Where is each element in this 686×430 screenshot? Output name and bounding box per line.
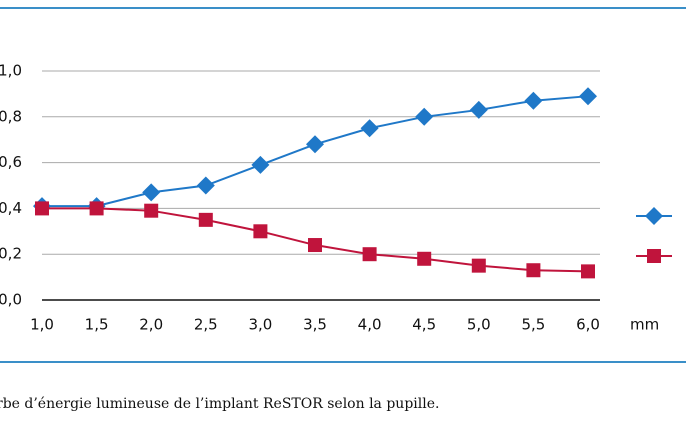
x-tick-label: 2,5	[194, 316, 218, 334]
y-tick-label: 0,6	[0, 153, 22, 171]
x-tick-label: 5,0	[467, 316, 491, 334]
point	[417, 251, 432, 266]
legend-marker	[645, 207, 663, 225]
point	[579, 87, 597, 106]
x-tick-label: 4,5	[412, 316, 436, 334]
x-unit: mm	[630, 316, 659, 334]
x-tick-label: 3,5	[303, 316, 327, 334]
x-tick-label: 4,0	[358, 316, 382, 334]
x-tick-label: 5,5	[521, 316, 545, 334]
x-tick-label: 1,0	[30, 316, 54, 334]
y-tick-label: 0,0	[0, 291, 22, 309]
point	[306, 135, 324, 154]
point	[524, 91, 543, 110]
point	[142, 183, 161, 202]
point	[144, 203, 159, 218]
point	[35, 201, 49, 216]
point	[196, 176, 215, 195]
point	[89, 201, 104, 216]
y-tick-label: 0,4	[0, 199, 22, 217]
x-tick-label: 3,0	[248, 316, 272, 334]
point	[198, 212, 213, 227]
x-tick-label: 6,0	[576, 316, 600, 334]
point	[362, 247, 377, 262]
point	[469, 100, 488, 119]
point	[526, 263, 541, 278]
x-tick-label: 2,0	[139, 316, 163, 334]
point	[308, 238, 322, 253]
caption: rbe d’énergie lumineuse de l’implant ReS…	[0, 396, 439, 412]
y-tick-label: 1,0	[0, 62, 22, 80]
point	[471, 258, 486, 273]
point	[415, 107, 434, 126]
point	[581, 264, 595, 279]
legend-marker	[647, 249, 661, 263]
x-tick-label: 1,5	[85, 316, 109, 334]
point	[360, 119, 379, 138]
y-tick-label: 0,2	[0, 245, 22, 263]
point	[251, 155, 270, 174]
point	[253, 224, 268, 239]
y-tick-label: 0,8	[0, 107, 22, 125]
